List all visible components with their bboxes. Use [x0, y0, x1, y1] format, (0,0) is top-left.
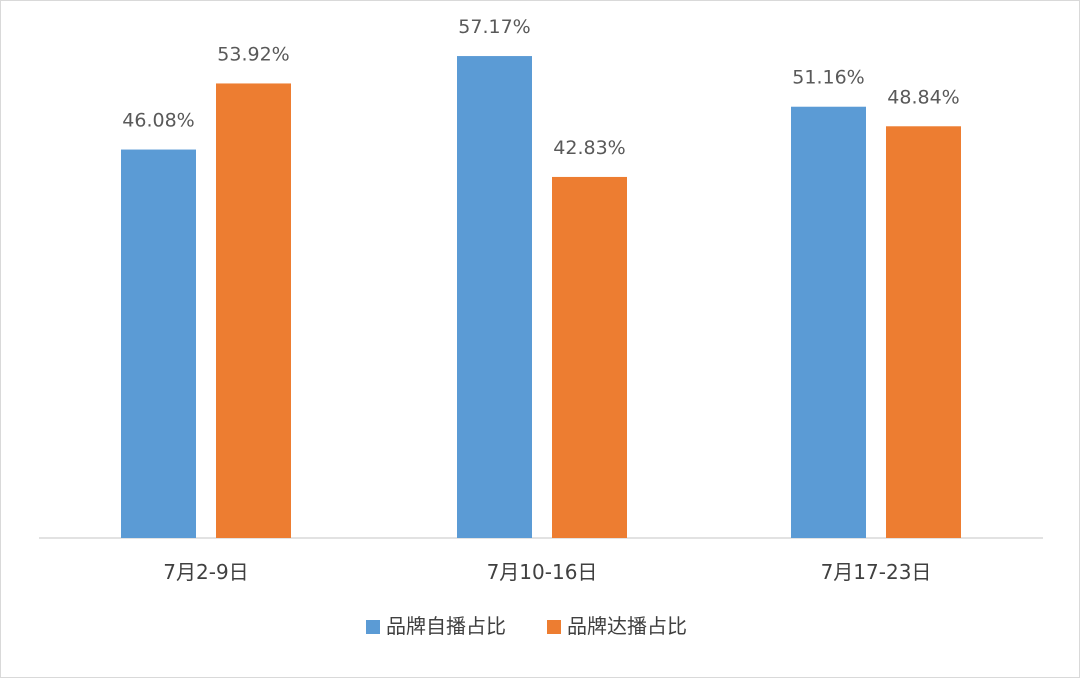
bar-2-1	[216, 83, 291, 538]
bar-2-2	[552, 176, 627, 538]
data-label-2-3: 48.84%	[887, 86, 959, 108]
x-tick-label: 7月17-23日	[821, 560, 932, 584]
data-label-1-3: 51.16%	[792, 67, 864, 89]
bar-1-3	[791, 106, 866, 539]
x-tick-label: 7月10-16日	[487, 560, 598, 584]
legend-label-1: 品牌自播占比	[386, 614, 506, 638]
bar-2-3	[886, 126, 961, 538]
legend: 品牌自播占比 品牌达播占比	[366, 614, 687, 638]
legend-swatch-2	[547, 620, 561, 634]
x-tick-labels-layer: 7月2-9日 7月10-16日 7月17-23日	[163, 560, 931, 584]
data-label-2-2: 42.83%	[553, 137, 625, 159]
data-label-2-1: 53.92%	[217, 43, 289, 65]
data-label-1-1: 46.08%	[122, 110, 194, 132]
bar-1-1	[121, 149, 196, 538]
bar-1-2	[457, 56, 532, 539]
legend-label-2: 品牌达播占比	[567, 614, 687, 638]
data-labels-layer: 46.08% 53.92% 57.17% 42.83% 51.16% 48.84%	[122, 16, 959, 159]
data-label-1-2: 57.17%	[458, 16, 530, 38]
x-tick-label: 7月2-9日	[163, 560, 248, 584]
bars-layer	[121, 56, 961, 539]
legend-swatch-1	[366, 620, 380, 634]
